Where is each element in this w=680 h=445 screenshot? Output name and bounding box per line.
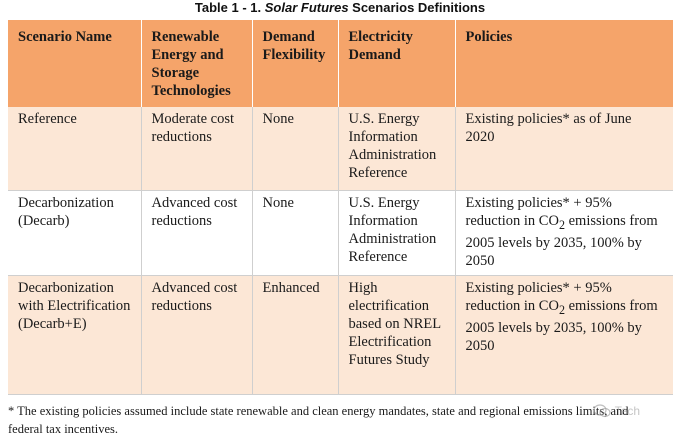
policies-subscript: 2 — [558, 217, 565, 232]
cell-renewable: Moderate cost reductions — [141, 107, 253, 191]
scenarios-table: Scenario Name Renewable Energy and Stora… — [8, 20, 673, 395]
footnote: * The existing policies assumed include … — [8, 404, 629, 436]
cell-flexibility: None — [252, 190, 339, 276]
cell-policies: Existing policies* + 95% reduction in CO… — [455, 190, 673, 276]
wechat-icon — [593, 404, 611, 418]
table-row: Decarbonization (Decarb) Advanced cost r… — [8, 190, 673, 276]
watermark: Tech — [593, 404, 640, 418]
header-electricity-demand: Electricity Demand — [338, 20, 456, 107]
header-scenario-name: Scenario Name — [8, 20, 142, 107]
caption-prefix: Table 1 - 1. — [194, 0, 265, 15]
cell-flexibility: None — [252, 107, 339, 191]
header-renewable: Renewable Energy and Storage Technologie… — [141, 20, 253, 107]
table-caption: Table 1 - 1. Solar Futures Scenarios Def… — [0, 0, 680, 22]
table-header-row: Scenario Name Renewable Energy and Stora… — [8, 20, 673, 107]
policies-text: Existing policies* + 95% reduction in CO — [465, 280, 612, 314]
cell-demand: U.S. Energy Information Administration R… — [338, 107, 456, 191]
cell-scenario: Reference — [8, 107, 142, 191]
policies-text-end: emissions from 2005 levels by 2035, 100%… — [465, 298, 658, 354]
policies-text-end: emissions from 2005 levels by 2035, 100%… — [465, 213, 658, 269]
cell-renewable: Advanced cost reductions — [141, 190, 253, 276]
cell-demand: U.S. Energy Information Administration R… — [338, 190, 456, 276]
caption-suffix: Scenarios Definitions — [348, 0, 486, 15]
table-row: Reference Moderate cost reductions None … — [8, 107, 673, 191]
cell-policies: Existing policies* + 95% reduction in CO… — [455, 275, 673, 395]
caption-emphasis: Solar Futures — [264, 0, 349, 15]
cell-scenario: Decarbonization with Electrification (De… — [8, 275, 142, 395]
cell-flexibility: Enhanced — [252, 275, 339, 395]
cell-scenario: Decarbonization (Decarb) — [8, 190, 142, 276]
table-row: Decarbonization with Electrification (De… — [8, 275, 673, 395]
header-demand-flexibility: Demand Flexibility — [252, 20, 339, 107]
cell-policies: Existing policies* as of June 2020 — [455, 107, 673, 191]
policies-subscript: 2 — [558, 302, 565, 317]
watermark-text: Tech — [614, 404, 640, 418]
header-policies: Policies — [455, 20, 673, 107]
policies-text: Existing policies* + 95% reduction in CO — [465, 195, 612, 229]
cell-renewable: Advanced cost reductions — [141, 275, 253, 395]
cell-demand: High electrification based on NREL Elect… — [338, 275, 456, 395]
